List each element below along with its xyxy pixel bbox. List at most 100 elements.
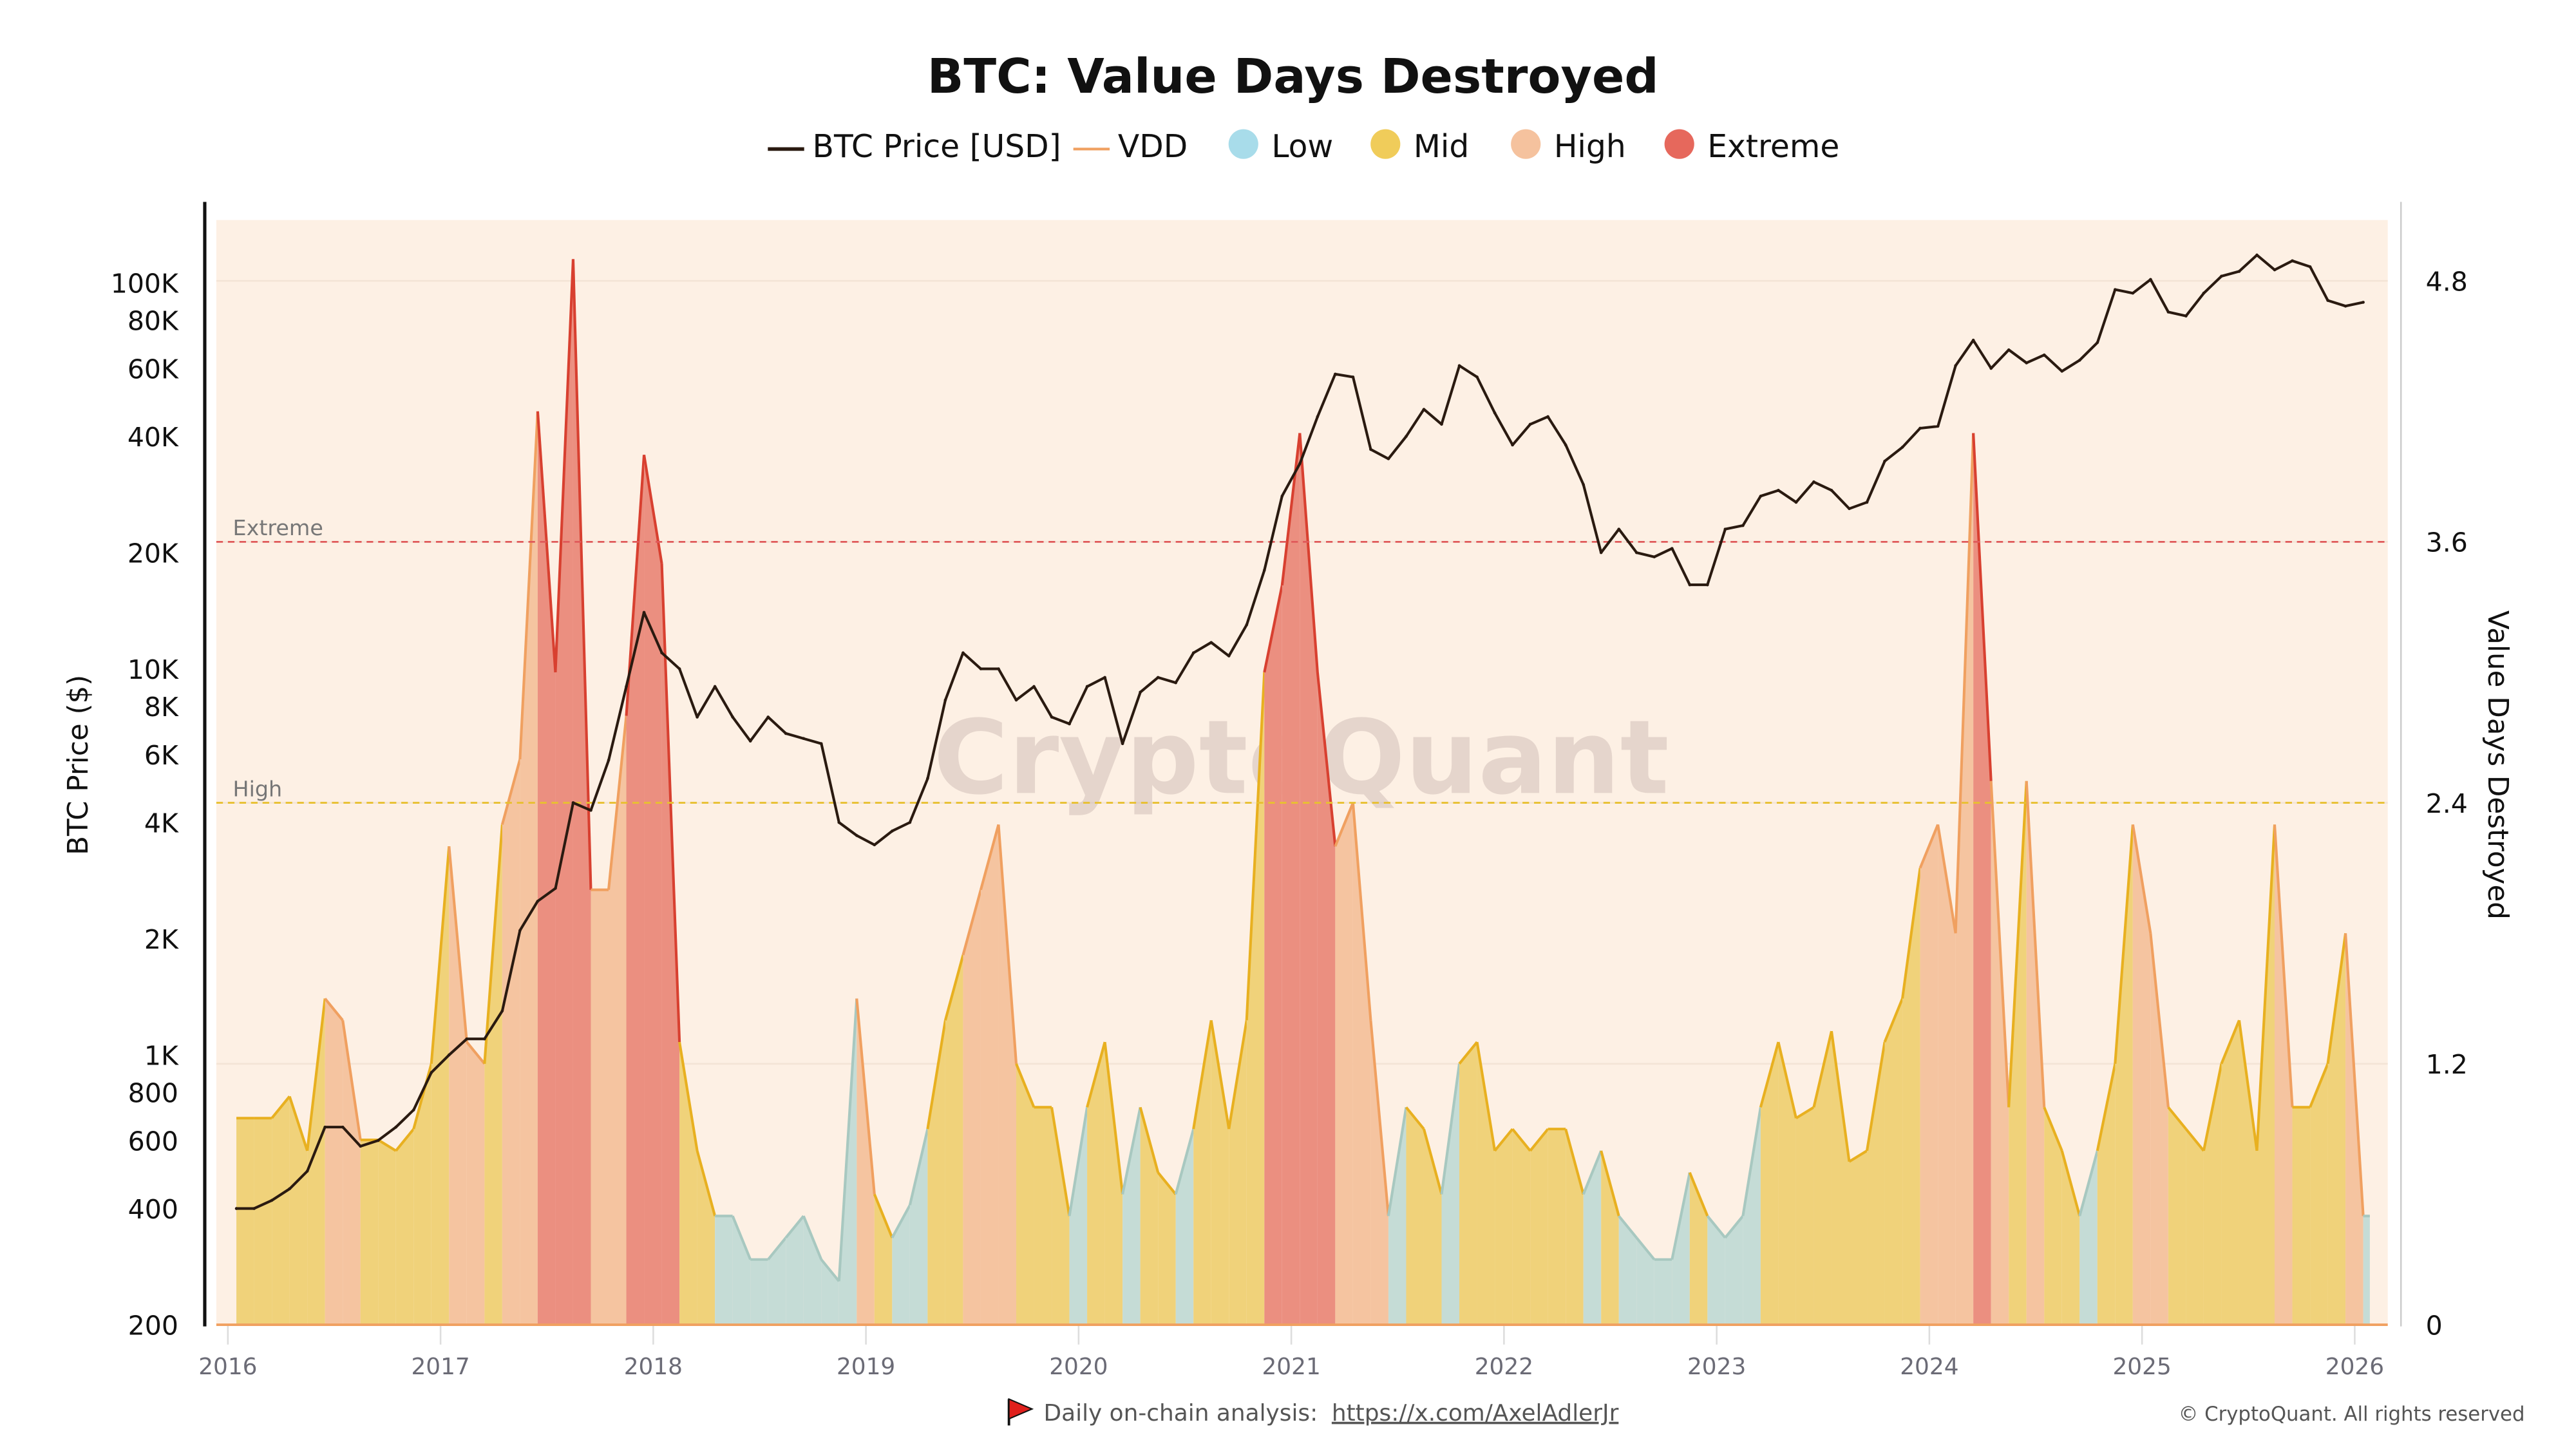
price-point: [766, 715, 770, 719]
vdd-area-extreme: [661, 564, 680, 1325]
price-point: [748, 739, 752, 743]
price-point: [1971, 338, 1975, 342]
price-point: [1068, 722, 1071, 726]
price-point: [784, 732, 788, 735]
price-point: [979, 667, 983, 670]
price-point: [465, 1037, 469, 1041]
left-tick-label: 800: [128, 1078, 178, 1109]
vdd-area-high: [449, 846, 467, 1325]
vdd-line-segment: [731, 1215, 752, 1260]
vdd-line-segment: [891, 1204, 911, 1238]
vdd-line-segment: [2237, 1020, 2259, 1151]
legend-dot-icon: [1228, 129, 1258, 159]
vdd-area-mid: [927, 1020, 945, 1325]
legend-dot-icon: [1370, 129, 1401, 159]
x-tick-label: 2019: [837, 1354, 895, 1380]
price-point: [908, 820, 912, 824]
vdd-area-extreme: [537, 411, 556, 1325]
price-point: [2025, 361, 2029, 365]
vdd-line-segment: [767, 1236, 787, 1261]
vdd-area-high: [2150, 933, 2168, 1325]
vdd-line-segment: [1724, 1215, 1744, 1239]
vdd-area-high: [1938, 824, 1956, 1325]
price-point: [2007, 348, 2011, 352]
left-tick-label: 2K: [144, 924, 179, 955]
vdd-line-segment: [554, 259, 575, 673]
vdd-area-low: [1618, 1216, 1637, 1325]
vdd-area-high: [1920, 824, 1938, 1325]
vdd-area-high: [2132, 824, 2151, 1325]
price-point: [731, 715, 734, 719]
x-tick-label: 2018: [624, 1354, 683, 1380]
price-point: [926, 777, 929, 781]
price-point: [430, 1071, 433, 1074]
footer-link[interactable]: https://x.com/AxelAdlerJr: [1332, 1400, 1619, 1426]
vdd-line-segment: [2114, 824, 2134, 1064]
legend-item-btc-price-usd[interactable]: BTC Price [USD]: [768, 129, 1061, 165]
vdd-line-segment: [1334, 802, 1354, 847]
price-point: [943, 698, 947, 702]
right-tick-label: 4.8: [2426, 267, 2468, 298]
vdd-line-segment: [270, 1095, 291, 1119]
vdd-area-mid: [378, 1140, 396, 1325]
vdd-line-segment: [1635, 1236, 1656, 1261]
vdd-line-segment: [2273, 824, 2294, 1108]
price-point: [1085, 685, 1089, 688]
price-point: [1900, 446, 1904, 449]
legend-item-extreme[interactable]: Extreme: [1664, 129, 1840, 165]
price-point: [1777, 489, 1780, 492]
price-point: [2273, 268, 2277, 272]
vdd-line-segment: [1937, 824, 1957, 934]
price-point: [1759, 495, 1763, 498]
vdd-line-segment: [288, 1095, 309, 1151]
threshold-label-high: High: [233, 776, 283, 801]
vdd-area-extreme: [555, 259, 573, 1325]
vdd-area-mid: [1831, 1031, 1850, 1325]
vdd-area-low: [1654, 1259, 1672, 1325]
vdd-area-mid: [1140, 1107, 1159, 1325]
legend-item-mid[interactable]: Mid: [1370, 129, 1469, 165]
legend-item-vdd[interactable]: VDD: [1073, 129, 1188, 165]
left-tick-label: 20K: [128, 538, 179, 569]
vdd-area-mid: [1229, 1020, 1247, 1325]
vdd-line-segment: [395, 1128, 415, 1152]
vdd-line-segment: [943, 954, 965, 1021]
price-point: [1156, 676, 1160, 679]
vdd-area-low: [1725, 1216, 1743, 1325]
price-point: [1032, 685, 1036, 688]
vdd-line-segment: [855, 998, 876, 1195]
vdd-area-mid: [2009, 781, 2027, 1325]
vdd-area-low: [786, 1216, 804, 1325]
vdd-area-high: [963, 889, 981, 1325]
vdd-line-segment: [306, 998, 327, 1151]
legend-item-low[interactable]: Low: [1228, 129, 1334, 165]
left-tick-label: 80K: [128, 306, 179, 337]
vdd-area-high: [2345, 933, 2363, 1325]
vdd-area-mid: [1867, 1042, 1885, 1325]
vdd-area-high: [980, 824, 999, 1325]
vdd-line-segment: [1600, 1150, 1620, 1217]
price-point: [2308, 265, 2312, 269]
vdd-area-mid: [2257, 824, 2275, 1325]
price-point: [1227, 654, 1231, 658]
vdd-line-segment: [837, 998, 858, 1282]
left-tick-label: 8K: [144, 692, 179, 723]
vdd-area-high: [2275, 824, 2293, 1325]
vdd-area-mid: [431, 846, 450, 1325]
vdd-line-segment: [1351, 802, 1372, 1021]
vdd-line-segment: [571, 259, 592, 890]
vdd-area-high: [1955, 433, 1974, 1325]
vdd-area-high: [325, 998, 343, 1325]
legend-item-high[interactable]: High: [1511, 129, 1626, 165]
price-point: [252, 1207, 256, 1210]
vdd-area-low: [1636, 1237, 1654, 1325]
vdd-area-mid: [1495, 1129, 1513, 1325]
vdd-line-segment: [1618, 1215, 1638, 1239]
vdd-line-segment: [483, 824, 504, 1064]
legend-label: VDD: [1118, 129, 1188, 165]
price-point: [483, 1037, 486, 1041]
price-point: [696, 715, 699, 719]
price-series: [234, 253, 2365, 1210]
price-point: [1883, 459, 1886, 463]
vdd-line-segment: [500, 759, 522, 825]
